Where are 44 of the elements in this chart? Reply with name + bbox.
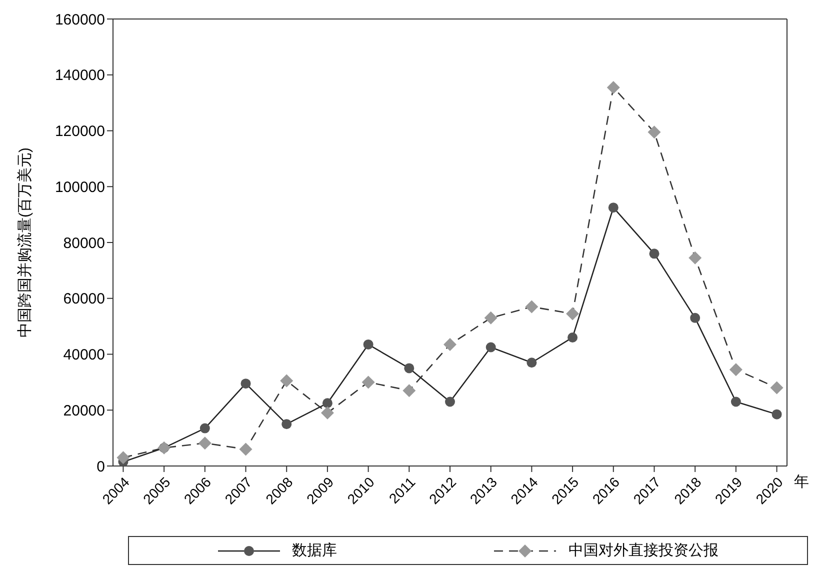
point (484, 311, 498, 324)
point (239, 442, 252, 456)
y-tick-label: 160000 (54, 11, 105, 28)
y-tick-label: 100000 (54, 178, 105, 196)
x-axis-title: 年 (794, 474, 809, 491)
y-tick-label: 20000 (63, 402, 105, 420)
point (566, 307, 580, 320)
point (445, 396, 455, 407)
point (322, 398, 332, 408)
point (116, 451, 130, 464)
point (525, 300, 538, 314)
point (649, 248, 660, 259)
point (690, 312, 700, 323)
point (200, 423, 210, 434)
point (648, 126, 661, 139)
point (282, 419, 292, 430)
point (198, 436, 212, 450)
legend-label: 数据库 (292, 541, 337, 560)
point (568, 332, 578, 342)
point (606, 80, 620, 94)
y-axis-title: 中国跨国并购流量(百万美元) (16, 148, 34, 338)
point (404, 363, 414, 374)
point (770, 381, 784, 394)
y-tick-label: 140000 (54, 67, 105, 84)
point (772, 409, 782, 420)
point (320, 406, 334, 420)
point (729, 363, 742, 376)
point (402, 384, 416, 398)
y-tick-label: 40000 (63, 346, 105, 364)
point (730, 396, 741, 407)
point (608, 202, 618, 213)
y-tick-label: 0 (96, 458, 105, 476)
point (363, 339, 374, 350)
point (486, 342, 496, 352)
point (280, 374, 294, 388)
point (362, 376, 375, 389)
point (526, 358, 537, 368)
y-tick-label: 120000 (54, 123, 105, 140)
y-tick-label: 80000 (63, 234, 105, 252)
legend-label: 中国对外直接投资公报 (568, 541, 718, 560)
point (444, 338, 456, 351)
point (240, 378, 251, 389)
point (688, 251, 702, 264)
y-tick-label: 60000 (63, 290, 105, 308)
